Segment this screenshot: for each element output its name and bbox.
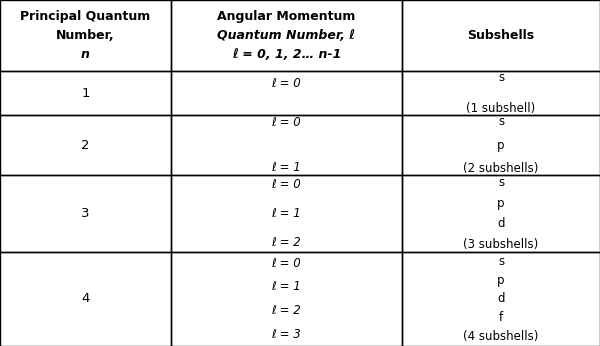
Bar bbox=[171, 252, 402, 346]
Bar bbox=[402, 71, 600, 115]
Text: p: p bbox=[497, 274, 505, 286]
Text: ℓ = 0, 1, 2… n-1: ℓ = 0, 1, 2… n-1 bbox=[232, 48, 341, 61]
Text: ℓ = 0: ℓ = 0 bbox=[272, 77, 301, 90]
Text: d: d bbox=[497, 217, 505, 230]
Text: Number,: Number, bbox=[56, 29, 115, 42]
Text: f: f bbox=[499, 311, 503, 324]
Text: 4: 4 bbox=[82, 292, 89, 306]
Text: ℓ = 2: ℓ = 2 bbox=[272, 304, 301, 317]
Bar bbox=[0, 252, 171, 346]
Bar bbox=[0, 175, 171, 252]
Text: ℓ = 0: ℓ = 0 bbox=[272, 177, 301, 191]
Text: p: p bbox=[497, 197, 505, 210]
Text: d: d bbox=[497, 292, 505, 306]
Text: s: s bbox=[498, 176, 504, 189]
Text: 2: 2 bbox=[81, 139, 90, 152]
Bar bbox=[171, 115, 402, 175]
Text: s: s bbox=[498, 71, 504, 84]
Text: ℓ = 3: ℓ = 3 bbox=[272, 328, 301, 341]
Bar bbox=[0, 115, 171, 175]
Text: Subshells: Subshells bbox=[467, 29, 535, 42]
Bar bbox=[0, 71, 171, 115]
Bar bbox=[402, 252, 600, 346]
Text: ℓ = 1: ℓ = 1 bbox=[272, 207, 301, 220]
Text: (3 subshells): (3 subshells) bbox=[463, 238, 539, 251]
Bar bbox=[402, 0, 600, 71]
Text: ℓ = 2: ℓ = 2 bbox=[272, 236, 301, 249]
Bar bbox=[171, 0, 402, 71]
Text: (1 subshell): (1 subshell) bbox=[466, 102, 536, 115]
Text: Quantum Number, ℓ: Quantum Number, ℓ bbox=[217, 29, 356, 42]
Text: s: s bbox=[498, 255, 504, 268]
Text: 3: 3 bbox=[81, 207, 90, 220]
Text: Angular Momentum: Angular Momentum bbox=[217, 10, 356, 23]
Text: ℓ = 1: ℓ = 1 bbox=[272, 161, 301, 174]
Text: (4 subshells): (4 subshells) bbox=[463, 330, 539, 343]
Text: p: p bbox=[497, 139, 505, 152]
Text: ℓ = 1: ℓ = 1 bbox=[272, 281, 301, 293]
Text: n: n bbox=[81, 48, 90, 61]
Bar bbox=[0, 0, 171, 71]
Bar bbox=[171, 175, 402, 252]
Text: (2 subshells): (2 subshells) bbox=[463, 163, 539, 175]
Text: 1: 1 bbox=[81, 87, 90, 100]
Bar bbox=[171, 71, 402, 115]
Text: s: s bbox=[498, 115, 504, 128]
Text: Principal Quantum: Principal Quantum bbox=[20, 10, 151, 23]
Bar bbox=[402, 115, 600, 175]
Text: ℓ = 0: ℓ = 0 bbox=[272, 257, 301, 270]
Bar bbox=[402, 175, 600, 252]
Text: ℓ = 0: ℓ = 0 bbox=[272, 116, 301, 129]
